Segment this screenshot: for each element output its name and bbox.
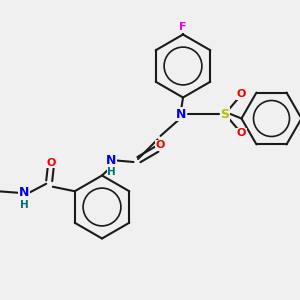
Text: O: O	[156, 140, 165, 151]
Text: N: N	[19, 186, 29, 199]
Text: H: H	[107, 167, 116, 177]
Text: O: O	[46, 158, 56, 168]
Text: O: O	[237, 89, 246, 100]
Text: S: S	[220, 107, 230, 121]
Text: H: H	[20, 200, 29, 210]
Text: N: N	[106, 154, 116, 167]
Text: F: F	[179, 22, 187, 32]
Text: N: N	[176, 107, 187, 121]
Text: O: O	[237, 128, 246, 139]
